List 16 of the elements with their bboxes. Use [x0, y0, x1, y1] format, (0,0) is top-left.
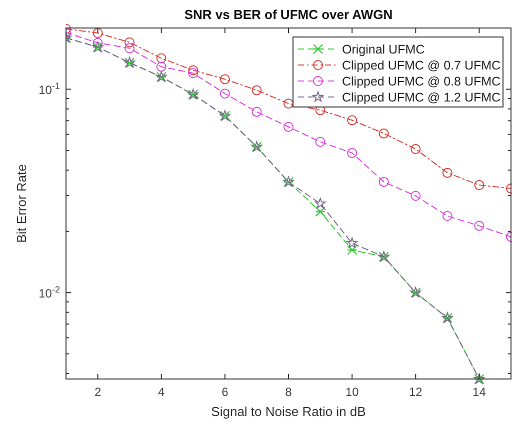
legend-label: Clipped UFMC @ 1.2 UFMC [342, 90, 501, 104]
x-axis-title: Signal to Noise Ratio in dB [211, 404, 366, 419]
x-tick-label: 6 [222, 385, 229, 399]
legend-label: Original UFMC [342, 42, 425, 56]
x-tick-label: 12 [408, 385, 423, 399]
y-tick-label: 10$^{-2}$ [38, 284, 60, 301]
x-tick-label: 2 [94, 385, 102, 399]
x-tick-label: 14 [472, 385, 486, 399]
legend-label: Clipped UFMC @ 0.7 UFMC [342, 58, 501, 72]
x-tick-label: 4 [158, 385, 166, 399]
y-tick-label: 10$^{-1}$ [38, 81, 60, 98]
legend-label: Clipped UFMC @ 0.8 UFMC [342, 74, 501, 88]
y-axis-title: Bit Error Rate [14, 164, 29, 243]
chart-title: SNR vs BER of UFMC over AWGN [184, 7, 393, 22]
x-tick-label: 8 [285, 385, 292, 399]
x-tick-label: 10 [345, 385, 360, 399]
